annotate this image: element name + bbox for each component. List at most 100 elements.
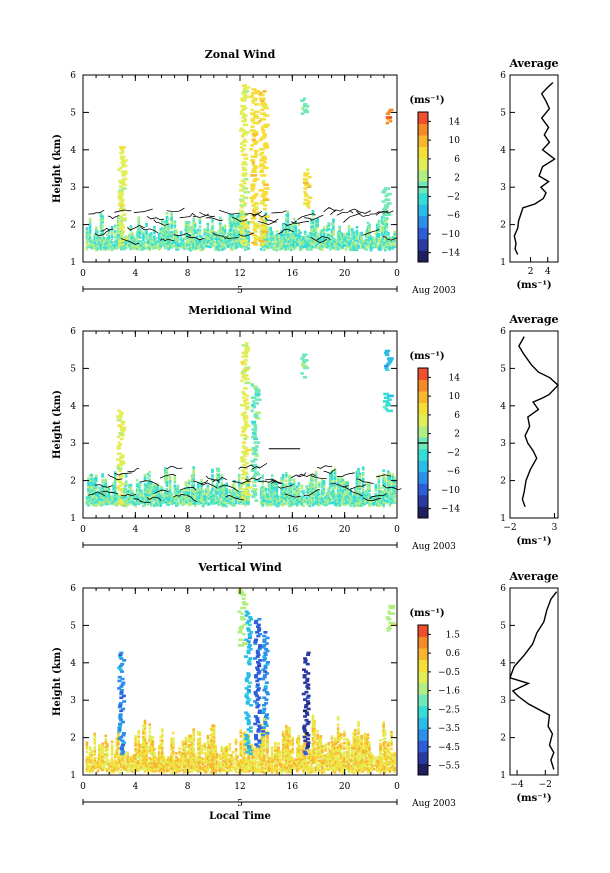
heatmap-cell bbox=[236, 219, 239, 222]
heatmap-cell bbox=[354, 497, 357, 500]
heatmap-cell bbox=[253, 415, 259, 418]
heatmap-cell bbox=[160, 748, 164, 752]
heatmap-cell bbox=[137, 244, 141, 247]
heatmap-cell bbox=[234, 246, 238, 250]
heatmap-cell bbox=[119, 181, 126, 185]
heatmap-cell bbox=[343, 484, 346, 488]
heatmap-cell bbox=[319, 231, 323, 234]
heatmap-cell bbox=[341, 501, 345, 504]
heatmap-cell bbox=[368, 223, 371, 227]
heatmap-cell bbox=[357, 467, 360, 471]
heatmap-cell bbox=[387, 500, 390, 503]
heatmap-cell bbox=[368, 234, 371, 238]
heatmap-cell bbox=[165, 474, 169, 478]
heatmap-cell bbox=[206, 494, 210, 497]
heatmap-cell bbox=[225, 482, 228, 486]
heatmap-cell bbox=[99, 214, 103, 218]
heatmap-cell bbox=[87, 496, 90, 500]
heatmap-cell bbox=[101, 217, 104, 220]
heatmap-cell bbox=[170, 240, 173, 243]
heatmap-cell bbox=[170, 214, 173, 217]
heatmap-cell bbox=[225, 491, 228, 495]
heatmap-cell bbox=[107, 234, 111, 238]
heatmap-cell bbox=[99, 762, 103, 766]
heatmap-cell bbox=[175, 765, 178, 768]
heatmap-cell bbox=[124, 235, 128, 238]
heatmap-cell bbox=[110, 763, 114, 766]
heatmap-cell bbox=[145, 743, 148, 746]
heatmap-cell bbox=[349, 504, 352, 507]
heatmap-cell bbox=[162, 759, 166, 763]
heatmap-cell bbox=[154, 494, 158, 497]
heatmap-cell bbox=[314, 497, 318, 500]
heatmap-cell bbox=[328, 247, 332, 251]
heatmap-cell bbox=[175, 755, 178, 759]
heatmap-cell bbox=[90, 492, 93, 495]
heatmap-cell bbox=[99, 490, 103, 494]
heatmap-cell bbox=[96, 766, 100, 769]
heatmap-cell bbox=[115, 742, 119, 746]
heatmap-cell bbox=[143, 740, 147, 743]
heatmap-cell bbox=[96, 498, 100, 501]
heatmap-cell bbox=[343, 234, 346, 238]
heatmap-cell bbox=[131, 234, 134, 237]
heatmap-cell bbox=[167, 225, 170, 229]
heatmap-cell bbox=[168, 475, 172, 479]
heatmap-cell bbox=[159, 747, 163, 750]
heatmap-cell bbox=[363, 495, 367, 498]
heatmap-cell bbox=[165, 478, 169, 482]
heatmap-cell bbox=[294, 500, 298, 504]
heatmap-cell bbox=[220, 225, 224, 229]
heatmap-cell bbox=[124, 501, 128, 504]
heatmap-cell bbox=[275, 233, 279, 237]
heatmap-cell bbox=[112, 245, 115, 249]
heatmap-cell bbox=[148, 734, 152, 738]
heatmap-cell bbox=[148, 740, 152, 743]
heatmap-cell bbox=[339, 477, 343, 481]
heatmap-cell bbox=[168, 494, 172, 498]
heatmap-cell bbox=[308, 247, 312, 250]
heatmap-cell bbox=[327, 224, 330, 227]
heatmap-cell bbox=[219, 229, 222, 233]
heatmap-cell bbox=[134, 734, 137, 738]
heatmap-cell bbox=[85, 238, 89, 242]
heatmap-cell bbox=[369, 499, 373, 503]
heatmap-cell bbox=[178, 496, 181, 499]
heatmap-cell bbox=[321, 229, 324, 233]
heatmap-cell bbox=[291, 501, 294, 505]
heatmap-cell bbox=[261, 222, 265, 226]
heatmap-cell bbox=[113, 489, 117, 493]
heatmap-cell bbox=[241, 445, 246, 448]
heatmap-cell bbox=[137, 489, 141, 492]
heatmap-cell bbox=[219, 488, 222, 492]
heatmap-cell bbox=[143, 770, 147, 773]
heatmap-cell bbox=[294, 244, 298, 247]
heatmap-cell bbox=[91, 486, 95, 490]
heatmap-cell bbox=[388, 504, 392, 507]
colorbar-swatch bbox=[418, 448, 428, 461]
heatmap-cell bbox=[118, 228, 123, 231]
heatmap-cell bbox=[149, 769, 153, 772]
heatmap-cell bbox=[171, 750, 175, 754]
heatmap-cell bbox=[328, 483, 332, 486]
heatmap-cell bbox=[151, 756, 155, 760]
heatmap-cell bbox=[149, 759, 153, 763]
heatmap-cell bbox=[157, 503, 161, 506]
heatmap-cell bbox=[303, 198, 308, 202]
heatmap-cell bbox=[173, 231, 177, 235]
heatmap-cell bbox=[131, 760, 134, 764]
heatmap-cell bbox=[316, 489, 320, 493]
heatmap-cell bbox=[215, 497, 219, 501]
heatmap-cell bbox=[154, 756, 158, 759]
heatmap-cell bbox=[192, 221, 195, 224]
heatmap-cell bbox=[113, 763, 117, 766]
heatmap-cell bbox=[116, 435, 120, 439]
heatmap-cell bbox=[121, 183, 127, 187]
heatmap-cell bbox=[90, 473, 93, 477]
heatmap-cell bbox=[247, 230, 250, 234]
heatmap-cell bbox=[272, 499, 276, 503]
heatmap-cell bbox=[288, 497, 291, 500]
x-tick-label: 12 bbox=[234, 525, 245, 535]
heatmap-cell bbox=[124, 489, 128, 493]
heatmap-cell bbox=[251, 132, 259, 136]
